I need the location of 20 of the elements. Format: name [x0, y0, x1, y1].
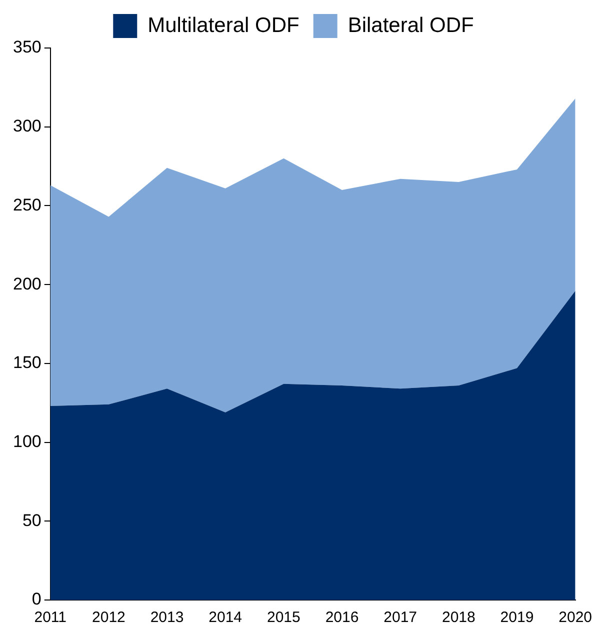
legend-label: Bilateral ODF [348, 14, 474, 37]
y-tick-label: 0 [32, 590, 42, 609]
x-tick-label: 2016 [325, 609, 359, 626]
x-tick-label: 2013 [150, 609, 184, 626]
x-tick-label: 2019 [500, 609, 534, 626]
y-tick-label: 300 [12, 116, 42, 136]
x-tick-label: 2011 [34, 609, 66, 626]
x-tick-label: 2015 [266, 609, 300, 626]
y-tick-label: 350 [12, 38, 42, 57]
legend-label: Multilateral ODF [148, 14, 300, 37]
y-tick-label: 200 [12, 274, 42, 294]
y-tick-label: 50 [22, 510, 42, 530]
x-tick-label: 2014 [208, 609, 242, 626]
x-tick-label: 2012 [92, 609, 126, 626]
y-tick-label: 100 [12, 432, 42, 451]
x-tick-label: 2018 [442, 609, 476, 626]
x-tick-label: 2017 [384, 609, 418, 626]
x-tick-label: 2020 [558, 609, 592, 626]
y-tick-label: 250 [12, 195, 42, 214]
y-tick-label: 150 [12, 353, 42, 372]
